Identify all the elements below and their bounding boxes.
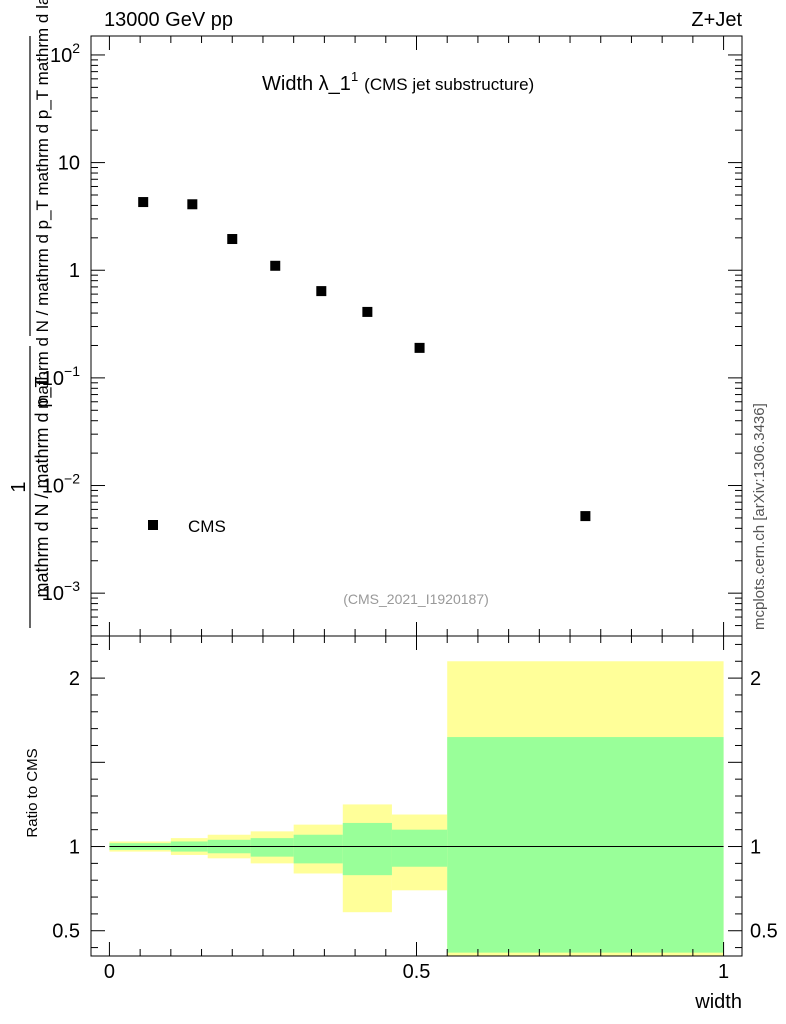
ratio-band-inner: [342, 822, 392, 876]
analysis-id: (CMS_2021_I1920187): [343, 591, 489, 607]
main-x-ticks: [108, 36, 725, 636]
ratio-y-tick-label-right: 0.5: [750, 921, 778, 943]
main-y-tick-exp: 2: [72, 40, 80, 56]
x-tick-label: 0.5: [403, 961, 431, 983]
ratio-x-axis: 0 0.5 1: [104, 636, 729, 983]
x-tick-label: 1: [718, 961, 729, 983]
ratio-y-label: Ratio to CMS: [24, 748, 41, 837]
main-y-tick-label: 10−3: [42, 578, 80, 605]
ratio-panel: 0.5 0.51 12 2 0 0.5 1 Ratio to CMS width: [24, 635, 778, 1013]
chart-subtitle: (CMS jet substructure): [364, 75, 534, 94]
legend-marker: [148, 520, 158, 530]
data-point: [316, 286, 327, 297]
data-point: [138, 197, 149, 208]
main-y-tick-label: 10: [58, 153, 80, 175]
data-point: [362, 306, 373, 317]
x-tick-label: 0: [104, 961, 115, 983]
ratio-band-inner: [250, 838, 294, 857]
main-y-tick-exp: −2: [64, 471, 80, 487]
data-point: [580, 511, 591, 522]
ratio-y-tick-label: 0.5: [52, 921, 80, 943]
y-label-numerator: 1: [8, 481, 30, 492]
chart-title: Width λ_11 (CMS jet substructure): [262, 69, 534, 95]
main-y-tick-base: 1: [69, 260, 80, 282]
energy-label: 13000 GeV pp: [104, 9, 233, 31]
chart-title-sup: 1: [351, 69, 358, 84]
main-y-tick-label: 102: [50, 40, 80, 67]
main-y-tick-exp: −3: [64, 578, 80, 594]
data-point: [227, 234, 238, 245]
ratio-band-inner: [293, 834, 343, 864]
data-point: [414, 342, 425, 353]
ratio-y-axis: 0.5 0.5 1 1 2 2: [52, 643, 778, 949]
legend-label: CMS: [188, 517, 226, 536]
ratio-y-tick-label-right: 1: [750, 837, 761, 859]
main-y-label: 1 mathrm d N / mathrm d p_T mathrm d N /…: [8, 0, 53, 628]
data-point: [270, 260, 281, 271]
y-label-denominator: mathrm d N / mathrm d p_T: [32, 376, 53, 597]
data-point: [187, 199, 198, 210]
ratio-y-tick-label: 2: [69, 668, 80, 690]
main-y-tick-base: 10: [50, 45, 72, 67]
chart-title-main: Width λ_1: [262, 73, 351, 95]
ratio-bands: [109, 661, 724, 956]
ratio-band-inner: [447, 737, 724, 953]
main-frame: [90, 35, 743, 637]
main-y-tick-label: 10−1: [42, 363, 80, 390]
main-y-tick-exp: −1: [64, 363, 80, 379]
main-y-tick-base: 10: [42, 476, 64, 498]
main-data-points: [138, 197, 591, 522]
side-label: mcplots.cern.ch [arXiv:1306.3436]: [751, 403, 768, 630]
ratio-y-tick-label-right: 2: [750, 668, 761, 690]
x-axis-label: width: [694, 991, 742, 1013]
process-label: Z+Jet: [691, 9, 742, 31]
main-y-tick-base: 10: [42, 368, 64, 390]
main-y-tick-base: 10: [42, 583, 64, 605]
ratio-y-tick-label: 1: [69, 837, 80, 859]
y-label-rest: mathrm d N / mathrm d p_T mathrm d p_T m…: [33, 0, 52, 409]
main-y-tick-label: 1: [69, 260, 80, 282]
main-y-tick-label: 10−2: [42, 471, 80, 498]
main-y-tick-base: 10: [58, 153, 80, 175]
ratio-band-inner: [391, 829, 448, 867]
